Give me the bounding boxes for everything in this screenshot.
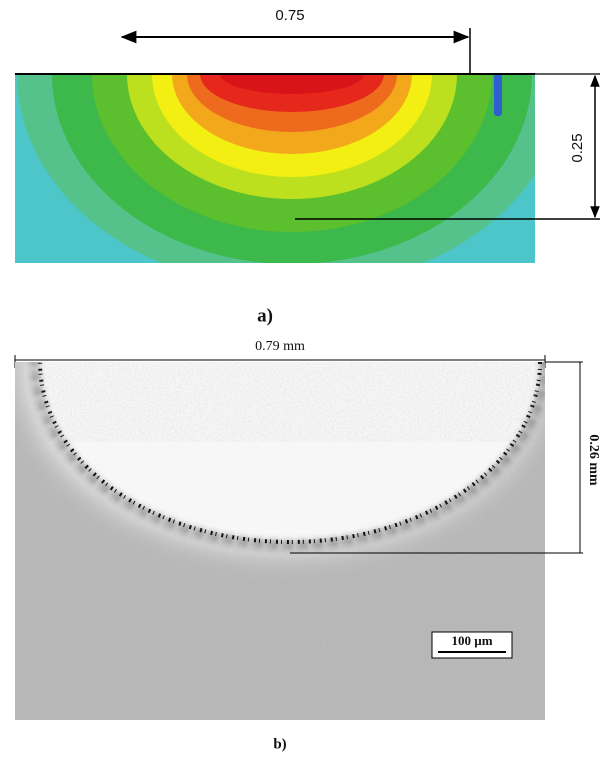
figure: 0.75 0.25 a) 0.79 mm	[0, 0, 604, 757]
caption: a)	[257, 305, 273, 326]
width-label: 0.75	[275, 7, 304, 24]
width-label: 0.79 mm	[255, 339, 305, 354]
scale-bar-label: 100 µm	[451, 633, 492, 648]
caption: b)	[273, 736, 286, 752]
simulation-contour	[15, 0, 567, 289]
depth-label: 0.25	[569, 133, 586, 162]
depth-label: 0.26 mm	[586, 434, 601, 486]
panel-a: 0.75 0.25 a)	[15, 0, 600, 326]
